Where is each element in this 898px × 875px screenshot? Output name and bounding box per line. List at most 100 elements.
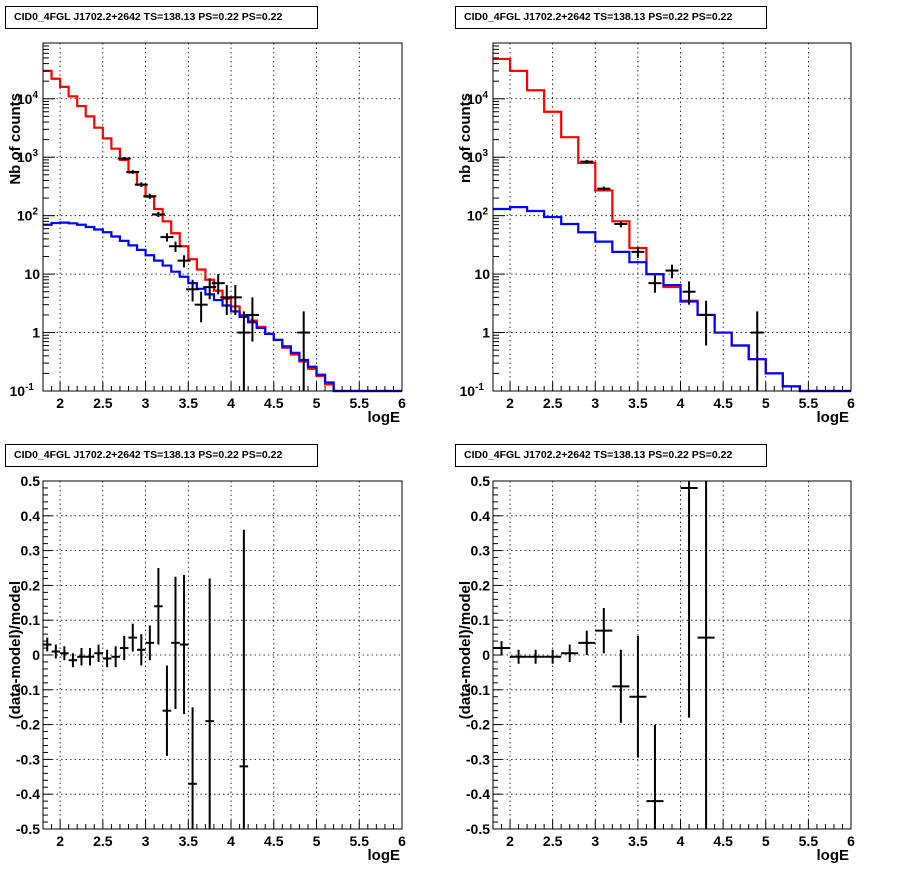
data-point: [117, 156, 131, 161]
data-point: [85, 648, 95, 666]
y-tick-label: 102: [17, 207, 39, 224]
data-point: [245, 297, 259, 342]
y-tick-label: 0.3: [471, 543, 491, 559]
x-tick-label: 2: [506, 395, 514, 411]
chart-title: CID0_4FGL J1702.2+2642 TS=138.13 PS=0.22…: [455, 6, 767, 29]
data-point: [143, 193, 157, 199]
data-point: [237, 311, 251, 391]
data-point: [177, 255, 191, 268]
data-point: [68, 653, 78, 668]
x-axis-label: logE: [817, 847, 850, 864]
x-tick-label: 2.5: [93, 833, 113, 849]
model-total-line: [493, 57, 851, 393]
data-point: [510, 649, 528, 664]
y-tick-label: 0.5: [471, 473, 491, 489]
x-tick-label: 5.5: [350, 395, 370, 411]
x-tick-label: 4.5: [264, 395, 284, 411]
x-tick-label: 2: [56, 833, 64, 849]
x-tick-label: 4.5: [713, 395, 733, 411]
data-point: [162, 665, 172, 756]
y-tick-label: 104: [467, 90, 489, 107]
x-tick-label: 5: [313, 833, 321, 849]
x-tick-label: 4: [677, 395, 685, 411]
x-tick-label: 3: [591, 395, 599, 411]
x-tick-label: 4.5: [713, 833, 733, 849]
data-point: [544, 649, 562, 664]
data-point: [297, 311, 311, 391]
chart-title: CID0_4FGL J1702.2+2642 TS=138.13 PS=0.22…: [5, 444, 318, 467]
chart-title: CID0_4FGL J1702.2+2642 TS=138.13 PS=0.22…: [455, 444, 767, 467]
data-point: [137, 634, 146, 666]
x-tick-label: 4: [227, 395, 235, 411]
y-tick-label: 0.2: [21, 577, 41, 593]
y-tick-label: 1: [32, 325, 40, 341]
data-point: [77, 648, 86, 666]
y-tick-label: -0.1: [16, 682, 40, 698]
data-point: [578, 630, 596, 655]
x-tick-label: 6: [847, 395, 855, 411]
y-tick-label: 102: [467, 207, 489, 224]
data-point: [580, 159, 594, 164]
y-tick-label: -0.2: [16, 717, 40, 733]
data-point: [561, 644, 579, 662]
x-tick-label: 5.5: [350, 833, 370, 849]
data-point: [154, 568, 163, 645]
chart-panel-2: 2 2.5 3 3.5 4 4.5 5 5.5 6 10-1 1 10 102 103 104 logE nb …: [457, 42, 855, 426]
data-point: [51, 644, 61, 659]
x-tick-label: 2.5: [543, 395, 563, 411]
chart-panel-3: 2 2.5 3 3.5 4 4.5 5 5.5 6 -0.5 -0.4 -0.3 -0.2 -0.1 0 0.…: [7, 473, 406, 864]
model-source-line: [43, 221, 402, 393]
plot-frame: [42, 42, 403, 392]
y-axis-label: Nb of counts: [7, 93, 24, 185]
data-point: [145, 625, 155, 661]
chart-title: CID0_4FGL J1702.2+2642 TS=138.13 PS=0.22…: [5, 6, 318, 29]
x-tick-label: 5: [762, 395, 770, 411]
y-tick-label: 0.1: [471, 612, 491, 628]
x-tick-label: 5.5: [799, 395, 819, 411]
y-axis-label: (data-model)/model: [457, 581, 474, 719]
data-point: [211, 274, 225, 295]
data-point: [119, 635, 129, 661]
x-tick-label: 5: [762, 833, 770, 849]
y-tick-label: -0.4: [16, 786, 40, 802]
data-point: [595, 608, 613, 654]
y-tick-label: 0: [32, 647, 40, 663]
y-tick-label: -0.4: [466, 786, 490, 802]
data-point: [228, 285, 242, 315]
data-point: [631, 247, 645, 258]
x-tick-label: 3.5: [628, 395, 648, 411]
x-tick-label: 2: [56, 395, 64, 411]
y-axis-label: (data-model)/model: [7, 581, 24, 719]
x-tick-label: 4.5: [264, 833, 284, 849]
x-tick-label: 3: [142, 395, 150, 411]
x-tick-label: 4: [677, 833, 685, 849]
y-tick-label: 0.5: [21, 473, 41, 489]
x-tick-label: 6: [847, 833, 855, 849]
y-tick-label: 0.3: [21, 543, 41, 559]
data-point: [94, 644, 103, 662]
x-tick-label: 2.5: [93, 395, 113, 411]
data-point: [151, 211, 165, 217]
data-point: [665, 264, 679, 279]
data-point: [239, 529, 249, 829]
x-tick-label: 3: [591, 833, 599, 849]
data-point: [102, 649, 112, 668]
y-tick-label: 0.1: [21, 612, 41, 628]
x-tick-label: 3.5: [628, 833, 648, 849]
data-point: [168, 241, 182, 252]
data-point: [171, 576, 180, 709]
y-tick-label: 10: [474, 266, 490, 282]
y-tick-label: -0.5: [16, 821, 40, 837]
data-point: [527, 649, 545, 664]
y-tick-label: 0.2: [471, 577, 491, 593]
data-point: [186, 279, 200, 302]
x-tick-label: 3: [142, 833, 150, 849]
data-point: [646, 724, 664, 829]
data-point: [43, 637, 52, 652]
y-tick-label: -0.3: [466, 751, 490, 767]
y-tick-label: 10: [24, 266, 40, 282]
data-point: [629, 635, 647, 758]
data-point: [188, 707, 197, 829]
x-tick-label: 4: [227, 833, 235, 849]
